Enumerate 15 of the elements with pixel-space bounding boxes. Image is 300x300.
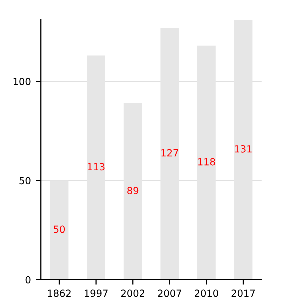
- x-tick-label: 1862: [48, 290, 71, 298]
- y-tick-label: 50: [20, 177, 31, 185]
- x-tick-label: 2017: [232, 290, 256, 298]
- data-label: 118: [198, 158, 216, 166]
- data-label: 89: [128, 187, 139, 194]
- y-tick-label: 0: [26, 276, 31, 284]
- y-tick-label: 100: [14, 78, 31, 86]
- data-label: 113: [88, 163, 105, 171]
- x-tick-label: 1997: [84, 290, 108, 298]
- data-label: 127: [162, 149, 178, 157]
- x-tick-label: 2007: [158, 290, 182, 298]
- x-tick-label: 2002: [121, 290, 144, 298]
- data-label: 50: [54, 226, 66, 234]
- x-tick-label: 2010: [195, 290, 218, 298]
- data-label: 131: [235, 145, 252, 153]
